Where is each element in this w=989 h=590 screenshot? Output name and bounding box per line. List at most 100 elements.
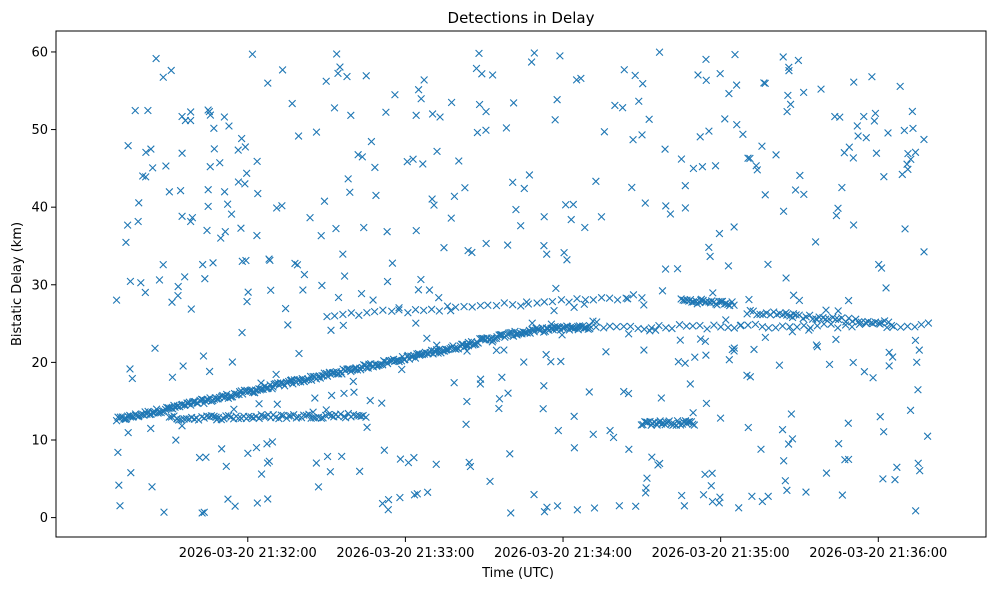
detection-point <box>779 457 788 465</box>
detection-point <box>722 299 730 308</box>
detection-point <box>638 294 646 302</box>
detection-point <box>758 142 766 150</box>
detection-point <box>694 71 702 79</box>
detection-point <box>702 76 711 85</box>
detection-point <box>736 321 745 330</box>
detection-point <box>661 202 670 210</box>
detection-point <box>417 275 425 284</box>
detection-point <box>788 435 797 443</box>
detection-point <box>800 190 808 199</box>
detection-point <box>176 186 185 195</box>
detection-point <box>778 322 787 330</box>
detection-point <box>785 66 793 75</box>
detection-point <box>428 110 437 118</box>
detection-point <box>732 81 741 89</box>
detection-point <box>440 243 448 252</box>
detection-point <box>845 143 854 151</box>
detection-point <box>318 281 326 290</box>
detection-point <box>629 291 638 299</box>
x-tick-label: 2026-03-20 21:35:00 <box>652 546 790 561</box>
detection-point <box>146 424 155 433</box>
detection-point <box>730 301 738 309</box>
detection-point <box>433 147 441 156</box>
detection-point <box>572 76 581 84</box>
detection-point <box>340 389 348 398</box>
detection-point <box>155 276 164 284</box>
detection-point <box>336 63 344 71</box>
detection-point <box>134 217 142 226</box>
detection-point <box>556 52 564 60</box>
detection-point <box>732 120 741 129</box>
detection-point <box>834 204 842 213</box>
detection-point <box>631 502 640 511</box>
detection-point <box>781 476 790 485</box>
detection-point <box>876 412 885 421</box>
detection-point <box>266 256 274 265</box>
detection-point <box>354 150 362 159</box>
detection-point <box>551 116 559 124</box>
detection-point <box>724 323 732 332</box>
detection-point <box>533 299 541 307</box>
detection-point <box>676 336 685 344</box>
detection-point <box>833 324 842 332</box>
detection-point <box>701 337 710 346</box>
detection-point <box>409 155 417 163</box>
detection-point <box>648 453 656 461</box>
y-tick-label: 0 <box>40 511 48 526</box>
detection-point <box>527 58 536 66</box>
detection-point <box>234 178 243 186</box>
detection-point <box>744 321 752 329</box>
detection-point <box>244 288 252 296</box>
detection-point <box>327 326 335 335</box>
detection-point <box>114 448 122 457</box>
detection-point <box>363 308 371 317</box>
detection-point <box>168 298 176 306</box>
detection-point <box>317 231 325 240</box>
detection-point <box>257 470 266 478</box>
detection-point <box>906 155 915 164</box>
detection-point <box>332 50 341 58</box>
y-tick-label: 10 <box>31 433 48 448</box>
detection-point <box>410 491 419 499</box>
detection-point <box>447 98 456 107</box>
detection-point <box>782 274 790 282</box>
detection-point <box>265 457 274 466</box>
detection-point <box>365 360 373 369</box>
detection-point <box>757 445 765 454</box>
detection-point <box>734 504 743 512</box>
detection-point <box>785 63 793 72</box>
detection-point <box>626 322 635 331</box>
detection-point <box>503 241 512 249</box>
detection-point <box>488 71 497 79</box>
detection-point <box>500 346 508 354</box>
detection-point <box>553 502 562 510</box>
detection-point <box>680 502 689 510</box>
detection-point <box>560 248 568 257</box>
detection-point <box>620 65 629 74</box>
detection-point <box>834 307 842 315</box>
detection-point <box>772 151 780 159</box>
detection-point <box>168 373 177 382</box>
detection-point <box>148 164 157 172</box>
detection-point <box>784 440 793 448</box>
detection-point <box>305 410 313 419</box>
detection-point <box>600 127 609 136</box>
detection-point <box>330 312 339 320</box>
x-tick-label: 2026-03-20 21:32:00 <box>179 546 317 561</box>
detection-point <box>528 319 537 327</box>
points-layer <box>112 48 933 517</box>
detection-point <box>789 309 798 318</box>
detection-point <box>879 475 887 483</box>
detection-point <box>395 303 403 312</box>
detection-point <box>697 295 706 304</box>
detection-point <box>268 438 277 446</box>
detection-point <box>764 260 772 269</box>
detection-point <box>294 132 303 140</box>
detection-point <box>835 113 844 121</box>
detection-point <box>585 324 594 333</box>
detection-point <box>779 207 788 216</box>
detection-point <box>371 163 379 172</box>
detection-point <box>825 315 833 323</box>
detection-point <box>609 433 618 442</box>
